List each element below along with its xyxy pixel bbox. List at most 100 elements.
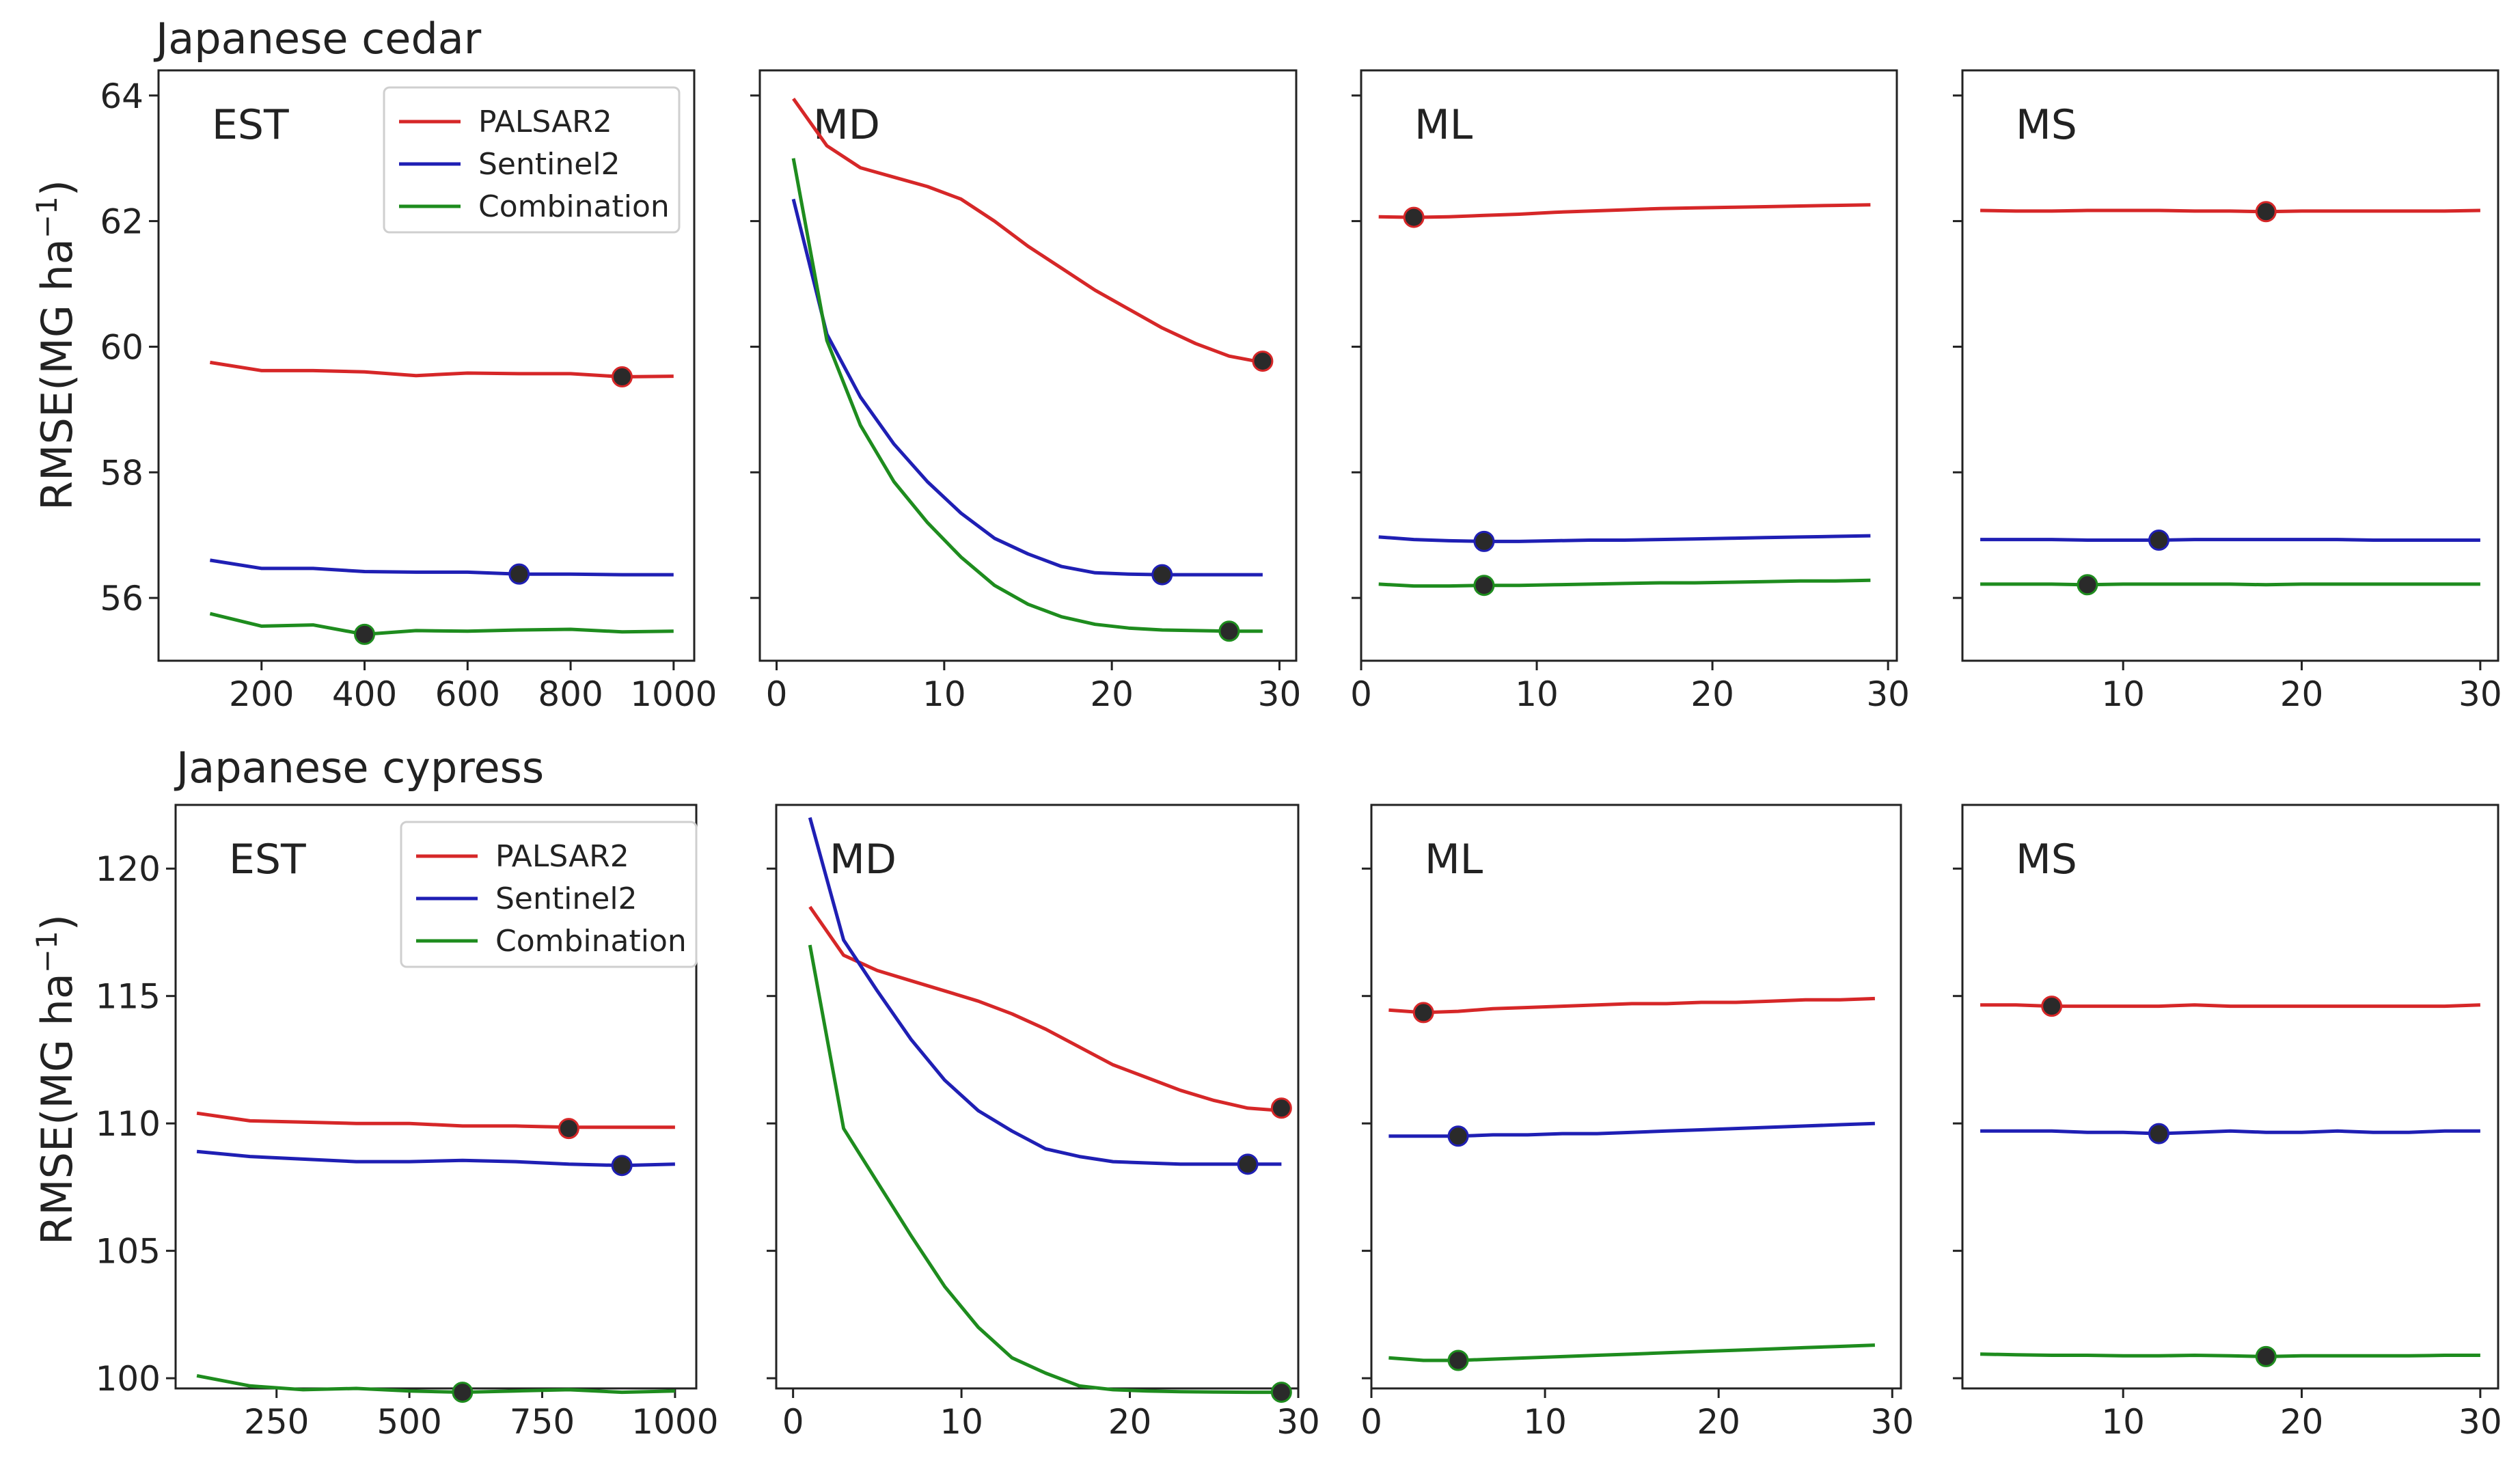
best-marker-combination [1218, 620, 1240, 642]
y-tick-label: 105 [96, 1232, 161, 1272]
y-tick-label: 100 [96, 1359, 161, 1399]
series-line-sentinel2 [1388, 1121, 1875, 1138]
y-tick-label: 60 [100, 327, 143, 367]
series-line-combination [209, 612, 674, 636]
legend-label-palsar2: PALSAR2 [495, 839, 629, 874]
x-tick-label: 10 [2101, 1402, 2145, 1442]
panel-cedar-ml: 0 10 20 30 ML [1350, 69, 1910, 714]
series-line-combination [1980, 1352, 2480, 1358]
y-axis-label-bottom: RMSE(MG ha−1) [30, 914, 82, 1245]
series-line-palsar2 [808, 905, 1282, 1112]
x-tick-label: 1000 [631, 1402, 718, 1442]
x-tick-label: 1000 [630, 674, 717, 714]
x-tick-label: 0 [1350, 674, 1372, 714]
x-tick-label: 30 [1276, 1402, 1320, 1442]
x-tick-label: 20 [2280, 1402, 2324, 1442]
panel-frame [1961, 69, 2500, 662]
legend-label-sentinel2: Sentinel2 [478, 147, 620, 182]
x-tick-label: 20 [1090, 674, 1134, 714]
best-marker-combination [2255, 1345, 2277, 1367]
x-tick-label: 500 [376, 1402, 441, 1442]
best-marker-sentinel2 [1237, 1153, 1259, 1175]
x-tick-label: 10 [1515, 674, 1559, 714]
x-tick-label: 30 [2459, 1402, 2502, 1442]
series-line-combination [196, 1373, 675, 1395]
series-line-palsar2 [1378, 203, 1871, 219]
panel-frame [758, 69, 1298, 662]
panel-cypress-ms: 10 20 30 MS [1953, 804, 2502, 1442]
x-tick-label: 30 [1258, 674, 1302, 714]
series-line-sentinel2 [196, 1149, 675, 1168]
best-marker-palsar2 [1252, 351, 1274, 372]
x-tick-label: 750 [510, 1402, 575, 1442]
x-tick-label: 30 [1866, 674, 1910, 714]
series-line-palsar2 [210, 360, 674, 379]
legend: PALSAR2 Sentinel2 Combination [400, 821, 698, 968]
y-tick-label: 115 [96, 977, 161, 1017]
panel-frame [157, 69, 696, 662]
panel-label: MS [2016, 836, 2077, 883]
series-line-sentinel2 [1378, 534, 1871, 543]
best-marker-sentinel2 [2148, 530, 2169, 551]
series-line-sentinel2 [791, 198, 1263, 577]
x-tick-label: 0 [782, 1402, 804, 1442]
x-tick-label: 30 [1870, 1402, 1914, 1442]
series-line-palsar2 [196, 1111, 675, 1129]
x-tick-label: 30 [2459, 674, 2502, 714]
x-tick-label: 20 [1697, 1402, 1740, 1442]
x-tick-label: 10 [922, 674, 966, 714]
best-marker-combination [1473, 575, 1495, 597]
series-line-palsar2 [1980, 208, 2480, 214]
series-line-palsar2 [1388, 996, 1875, 1015]
best-marker-palsar2 [1412, 1002, 1434, 1024]
panel-cypress-est: 100 105 110 115 120 250 500 750 1000 EST PALSAR2 Se… [96, 804, 719, 1442]
y-tick-label: 64 [100, 77, 143, 116]
legend-label-combination: Combination [478, 189, 670, 224]
series-line-sentinel2 [808, 817, 1282, 1166]
panel-label: ML [1425, 836, 1483, 883]
best-marker-palsar2 [558, 1118, 579, 1140]
series-line-combination [1378, 578, 1871, 588]
panel-frame [1961, 804, 2500, 1390]
x-tick-label: 600 [435, 674, 500, 714]
best-marker-combination [354, 623, 376, 645]
best-marker-combination [2077, 574, 2098, 596]
x-tick-label: 10 [1523, 1402, 1567, 1442]
series-line-combination [791, 158, 1263, 633]
best-marker-sentinel2 [611, 1155, 633, 1177]
y-axis-label-top: RMSE(MG ha−1) [30, 180, 82, 510]
series-line-combination [1980, 582, 2480, 587]
best-marker-combination [1447, 1349, 1469, 1371]
best-marker-palsar2 [611, 366, 633, 388]
y-tick-label: 56 [100, 579, 143, 618]
best-marker-palsar2 [1270, 1097, 1292, 1119]
best-marker-palsar2 [1403, 206, 1425, 228]
best-marker-palsar2 [2255, 201, 2277, 223]
legend-label-sentinel2: Sentinel2 [495, 881, 638, 916]
y-tick-label: 62 [100, 202, 143, 242]
x-tick-label: 20 [2280, 674, 2324, 714]
panel-frame [1370, 804, 1902, 1390]
x-tick-label: 10 [2101, 674, 2145, 714]
series-line-sentinel2 [210, 558, 674, 577]
series-line-combination [808, 944, 1282, 1395]
panel-frame [1360, 69, 1898, 662]
panel-frame [174, 804, 698, 1390]
panel-label: ML [1414, 101, 1473, 149]
y-tick-label: 110 [96, 1104, 161, 1144]
x-tick-label: 0 [766, 674, 788, 714]
x-tick-label: 800 [538, 674, 603, 714]
x-tick-label: 200 [229, 674, 294, 714]
best-marker-combination [452, 1382, 474, 1403]
panel-cedar-ms: 10 20 30 MS [1953, 69, 2502, 714]
legend-label-combination: Combination [495, 924, 687, 959]
x-tick-label: 400 [332, 674, 397, 714]
panel-cedar-est: 56 58 60 62 64 200 400 600 800 1000 EST PALSAR2 Sent… [100, 69, 717, 714]
panel-label: EST [229, 836, 306, 883]
row-title-cedar: Japanese cedar [153, 14, 482, 64]
series-line-combination [1388, 1343, 1875, 1362]
x-tick-label: 20 [1108, 1402, 1152, 1442]
panel-cypress-ml: 0 10 20 30 ML [1360, 804, 1914, 1442]
